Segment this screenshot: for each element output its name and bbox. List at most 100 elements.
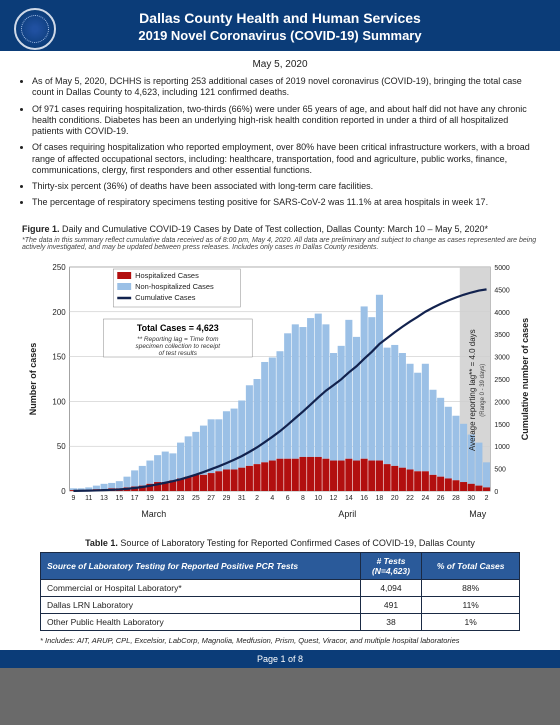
svg-text:27: 27 [207, 495, 215, 502]
svg-text:23: 23 [177, 495, 185, 502]
svg-text:19: 19 [146, 495, 154, 502]
svg-text:0: 0 [494, 489, 498, 496]
table-row: Dallas LRN Laboratory49111% [41, 596, 520, 613]
svg-text:Number of cases: Number of cases [28, 343, 38, 415]
svg-text:Cumulative Cases: Cumulative Cases [135, 293, 196, 302]
svg-text:14: 14 [345, 495, 353, 502]
svg-text:Non-hospitalized Cases: Non-hospitalized Cases [135, 282, 214, 291]
svg-text:12: 12 [330, 495, 338, 502]
svg-text:** Reporting lag = Time from: ** Reporting lag = Time from [137, 336, 219, 343]
page-footer: Page 1 of 8 [0, 650, 560, 668]
svg-text:4: 4 [270, 495, 274, 502]
report-date: May 5, 2020 [0, 51, 560, 76]
covid-combo-chart: 0501001502002500500100015002000250030003… [22, 257, 538, 527]
chart-container: 0501001502002500500100015002000250030003… [0, 257, 560, 533]
table-title: Table 1. Source of Laboratory Testing fo… [0, 533, 560, 552]
summary-bullet: Of 971 cases requiring hospitalization, … [32, 104, 538, 138]
summary-bullet: Of cases requiring hospitalization who r… [32, 142, 538, 176]
table-row: Commercial or Hospital Laboratory*4,0948… [41, 579, 520, 596]
svg-text:of test results: of test results [159, 350, 198, 357]
svg-text:3000: 3000 [494, 354, 510, 361]
svg-text:5000: 5000 [494, 265, 510, 272]
svg-text:11: 11 [85, 495, 92, 502]
svg-text:specimen collection to receipt: specimen collection to receipt [136, 343, 222, 350]
svg-text:29: 29 [223, 495, 231, 502]
header-title-2: 2019 Novel Coronavirus (COVID-19) Summar… [8, 28, 552, 43]
svg-text:8: 8 [301, 495, 305, 502]
table-footnote: * Includes: AIT, ARUP, CPL, Excelsior, L… [0, 631, 560, 650]
summary-bullets: As of May 5, 2020, DCHHS is reporting 25… [0, 76, 560, 224]
table-cell: 4,094 [360, 579, 422, 596]
summary-bullet: As of May 5, 2020, DCHHS is reporting 25… [32, 76, 538, 99]
svg-text:Average reporting lag** = 4.0: Average reporting lag** = 4.0 days [468, 329, 477, 451]
svg-text:200: 200 [52, 308, 66, 317]
svg-text:100: 100 [52, 397, 66, 406]
svg-text:20: 20 [391, 495, 399, 502]
table-cell: 1% [422, 613, 520, 630]
svg-text:(Range 0 - 39 days): (Range 0 - 39 days) [480, 364, 486, 417]
svg-text:4500: 4500 [494, 287, 510, 294]
svg-text:22: 22 [406, 495, 414, 502]
table-title-rest: Source of Laboratory Testing for Reporte… [118, 538, 475, 548]
svg-text:4000: 4000 [494, 310, 510, 317]
svg-text:2: 2 [485, 495, 489, 502]
document-page: Dallas County Health and Human Services … [0, 0, 560, 668]
svg-text:May: May [469, 509, 486, 519]
table-header: % of Total Cases [422, 552, 520, 579]
table-cell: Commercial or Hospital Laboratory* [41, 579, 361, 596]
svg-text:18: 18 [376, 495, 384, 502]
county-seal-icon [14, 8, 56, 50]
table-row: Other Public Health Laboratory381% [41, 613, 520, 630]
figure-title-strong: Figure 1. [22, 224, 60, 234]
svg-text:Cumulative number of cases: Cumulative number of cases [520, 318, 530, 440]
figure-title-rest: Daily and Cumulative COVID-19 Cases by D… [60, 224, 489, 234]
summary-bullet: The percentage of respiratory specimens … [32, 197, 538, 208]
svg-text:25: 25 [192, 495, 200, 502]
table-cell: 491 [360, 596, 422, 613]
svg-text:9: 9 [72, 495, 76, 502]
header-title-1: Dallas County Health and Human Services [8, 10, 552, 26]
svg-text:Hospitalized Cases: Hospitalized Cases [135, 271, 199, 280]
svg-text:26: 26 [437, 495, 445, 502]
svg-text:2000: 2000 [494, 399, 510, 406]
svg-text:50: 50 [57, 442, 66, 451]
svg-text:Total Cases = 4,623: Total Cases = 4,623 [137, 323, 219, 333]
table-header-row: Source of Laboratory Testing for Reporte… [41, 552, 520, 579]
table-cell: 38 [360, 613, 422, 630]
table-title-strong: Table 1. [85, 538, 118, 548]
svg-text:15: 15 [115, 495, 123, 502]
figure-subtitle: *The data in this summary reflect cumula… [0, 237, 560, 257]
svg-text:10: 10 [314, 495, 322, 502]
table-cell: 11% [422, 596, 520, 613]
svg-text:17: 17 [131, 495, 139, 502]
table-header: Source of Laboratory Testing for Reporte… [41, 552, 361, 579]
summary-bullet: Thirty-six percent (36%) of deaths have … [32, 181, 538, 192]
svg-text:1000: 1000 [494, 444, 510, 451]
svg-text:16: 16 [360, 495, 368, 502]
svg-text:21: 21 [161, 495, 169, 502]
svg-text:0: 0 [61, 487, 66, 496]
svg-text:13: 13 [100, 495, 108, 502]
svg-text:March: March [141, 509, 166, 519]
svg-text:150: 150 [52, 352, 66, 361]
table-body: Commercial or Hospital Laboratory*4,0948… [41, 579, 520, 630]
svg-text:6: 6 [286, 495, 290, 502]
header-banner: Dallas County Health and Human Services … [0, 0, 560, 51]
svg-text:April: April [338, 509, 356, 519]
figure-title: Figure 1. Daily and Cumulative COVID-19 … [0, 224, 560, 237]
svg-text:3500: 3500 [494, 332, 510, 339]
lab-source-table: Source of Laboratory Testing for Reporte… [40, 552, 520, 631]
table-cell: Dallas LRN Laboratory [41, 596, 361, 613]
svg-text:30: 30 [467, 495, 475, 502]
table-header: # Tests (N=4,623) [360, 552, 422, 579]
table-cell: 88% [422, 579, 520, 596]
svg-text:24: 24 [421, 495, 429, 502]
table-cell: Other Public Health Laboratory [41, 613, 361, 630]
svg-text:2500: 2500 [494, 377, 510, 384]
svg-text:31: 31 [238, 495, 246, 502]
svg-text:250: 250 [52, 263, 66, 272]
svg-text:1500: 1500 [494, 422, 510, 429]
svg-text:28: 28 [452, 495, 460, 502]
svg-text:2: 2 [255, 495, 259, 502]
svg-text:500: 500 [494, 466, 506, 473]
